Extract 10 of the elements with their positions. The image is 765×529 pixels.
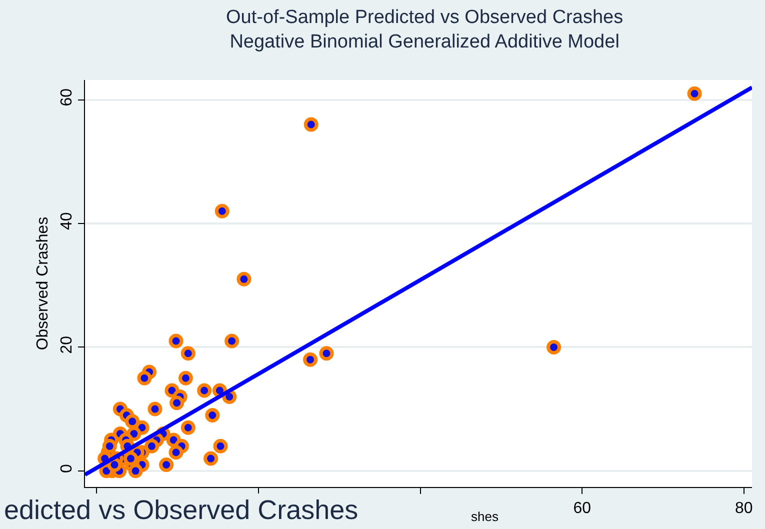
y-tick-label: 20 xyxy=(58,336,76,354)
y-axis-title: Observed Crashes xyxy=(34,216,52,350)
y-tick-label: 60 xyxy=(58,88,76,106)
text: edicted vs Observed Crashes xyxy=(4,495,358,525)
chart-subtitle: Negative Binomial Generalized Additive Model xyxy=(230,32,620,52)
x-axis-title: shes xyxy=(471,509,499,524)
y-tick-label: 0 xyxy=(58,464,76,473)
chart-title: Out-of-Sample Predicted vs Observed Crashes xyxy=(226,6,624,28)
y-tick-label: 40 xyxy=(58,212,76,230)
x-tick-label: 80 xyxy=(735,500,753,518)
